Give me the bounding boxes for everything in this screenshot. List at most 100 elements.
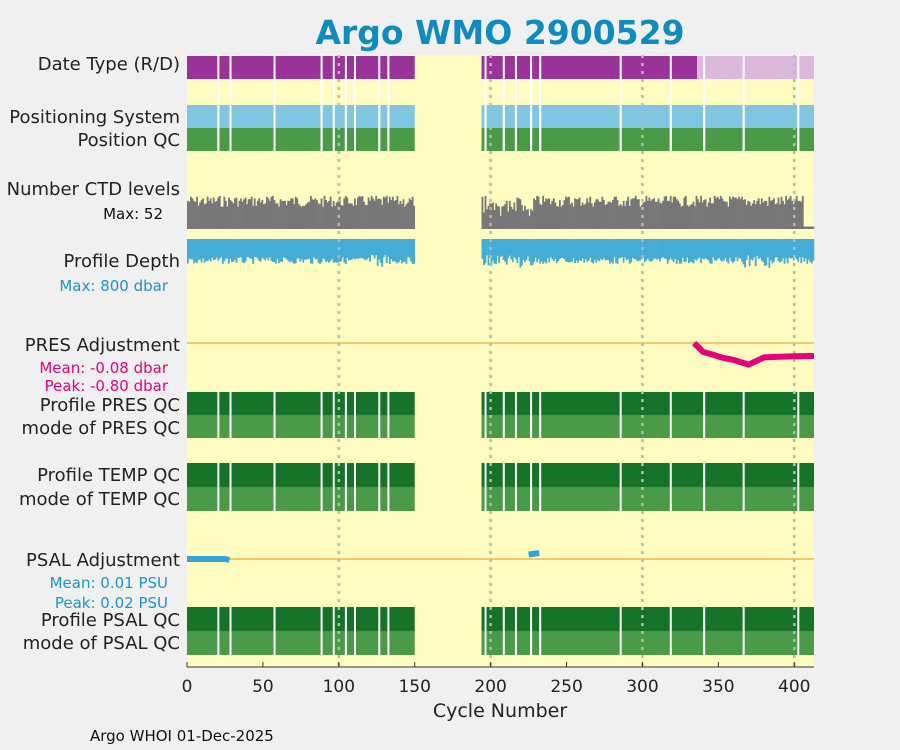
gap-column-20 (217, 56, 220, 151)
ctd-level-bar (224, 200, 227, 229)
profile-depth-bar (343, 239, 346, 263)
ctd-level-bar (742, 200, 745, 229)
ctd-level-bar (384, 197, 387, 229)
x-axis-label: Cycle Number (433, 700, 567, 722)
ctd-level-bar (751, 203, 754, 229)
ctd-level-bar (372, 198, 375, 229)
ctd-level-bar (625, 200, 628, 229)
ctd-level-bar (791, 200, 794, 229)
gap-column-208 (502, 56, 505, 151)
profile-depth-bar (586, 239, 589, 262)
profile-depth-bar (525, 239, 528, 261)
profile-depth-bar (187, 239, 189, 264)
x-tick-label-100: 100 (323, 677, 355, 697)
pres-adjustment-series-3 (691, 340, 815, 368)
gap-column-126 (378, 607, 381, 655)
mode-pres-qc-bar-segment-0 (187, 415, 415, 438)
ctd-level-bar (326, 202, 329, 229)
profile-depth-bar (338, 239, 341, 262)
ctd-level-bar (525, 209, 528, 229)
ctd-level-bar (613, 196, 616, 229)
ctd-level-bar (709, 197, 712, 229)
ctd-level-bar (773, 198, 775, 229)
profile-depth-bar (665, 239, 668, 259)
profile-depth-bar (314, 239, 317, 260)
ctd-level-bar (797, 200, 800, 229)
profile-depth-bar (344, 239, 347, 264)
profile-depth-bar (528, 239, 531, 262)
ctd-level-bar (284, 200, 286, 229)
ctd-level-bar (502, 205, 505, 229)
ctd-level-bar (571, 202, 573, 229)
gap-column-104 (344, 392, 347, 438)
profile-depth-bar (320, 239, 323, 263)
ctd-level-bar (665, 195, 668, 229)
profile-depth-bar (188, 239, 191, 259)
ctd-level-bar (407, 202, 409, 229)
ctd-level-bar (774, 204, 777, 229)
positioning-system-bar-segment-1 (481, 105, 814, 128)
profile-depth-bar (735, 239, 737, 258)
ctd-level-bar (712, 203, 715, 229)
position-qc-bar-segment-0 (187, 128, 415, 151)
ctd-level-bar (188, 201, 191, 229)
profile-depth-bar (265, 239, 268, 258)
ctd-level-bar (686, 205, 689, 229)
profile-depth-bar (241, 239, 244, 263)
label-profile-psal-qc: Profile PSAL QC (41, 610, 180, 631)
profile-depth-bar (519, 239, 522, 268)
ctd-level-bar (259, 202, 262, 229)
label-profile-temp-qc: Profile TEMP QC (37, 465, 180, 486)
gap-column-340 (703, 56, 706, 151)
profile-depth-bar (774, 239, 777, 258)
profile-depth-bar (487, 239, 490, 266)
gap-column-126 (378, 463, 381, 511)
ctd-level-bar (780, 196, 783, 229)
gap-column-285 (619, 56, 622, 151)
ctd-level-bar (812, 226, 815, 229)
ctd-level-bar (599, 201, 602, 229)
ctd-level-bar (577, 199, 579, 229)
gap-column-402 (797, 463, 800, 511)
ctd-level-bar (653, 198, 655, 229)
gap-column-366 (742, 105, 745, 151)
ctd-level-bar (662, 200, 665, 229)
profile-depth-bar (757, 239, 760, 259)
ctd-level-bar (300, 206, 303, 229)
profile-depth-bar (637, 239, 640, 261)
profile-depth-bar (262, 239, 265, 259)
profile-depth-bar (760, 239, 763, 261)
ctd-level-bar (299, 205, 302, 229)
profile-depth-bar (373, 239, 376, 259)
profile-depth-bar (789, 239, 792, 259)
ctd-level-bar (566, 197, 569, 229)
gap-column-340 (703, 607, 706, 655)
ctd-level-bar (779, 204, 781, 229)
gap-column-226 (530, 105, 533, 151)
profile-depth-bar (584, 239, 587, 260)
ctd-level-bar (527, 209, 529, 229)
ctd-level-bar (610, 202, 613, 229)
ctd-level-bar (341, 205, 344, 229)
ctd-level-bar (777, 197, 780, 229)
profile-depth-bar (616, 239, 619, 264)
ctd-level-bar (501, 206, 504, 229)
ctd-level-bar (290, 198, 293, 229)
profile-depth-bar (297, 239, 300, 259)
gap-column-126 (378, 392, 381, 438)
ctd-level-bar (517, 198, 520, 229)
ctd-level-bar (357, 197, 359, 229)
ctd-level-bar (199, 202, 201, 229)
profile-depth-bar (293, 239, 296, 264)
ctd-level-bar (607, 201, 610, 229)
profile-depth-bar (589, 239, 592, 258)
footer-credit: Argo WHOI 01-Dec-2025 (90, 727, 274, 745)
ctd-level-bar (557, 206, 560, 229)
ctd-level-bar (262, 204, 265, 229)
profile-depth-bar (370, 239, 373, 255)
ctd-level-bar (243, 199, 245, 229)
profile-depth-bar (558, 239, 561, 260)
profile-depth-bar (347, 239, 350, 261)
profile-depth-bar (326, 239, 329, 261)
ctd-level-bar (598, 201, 601, 229)
